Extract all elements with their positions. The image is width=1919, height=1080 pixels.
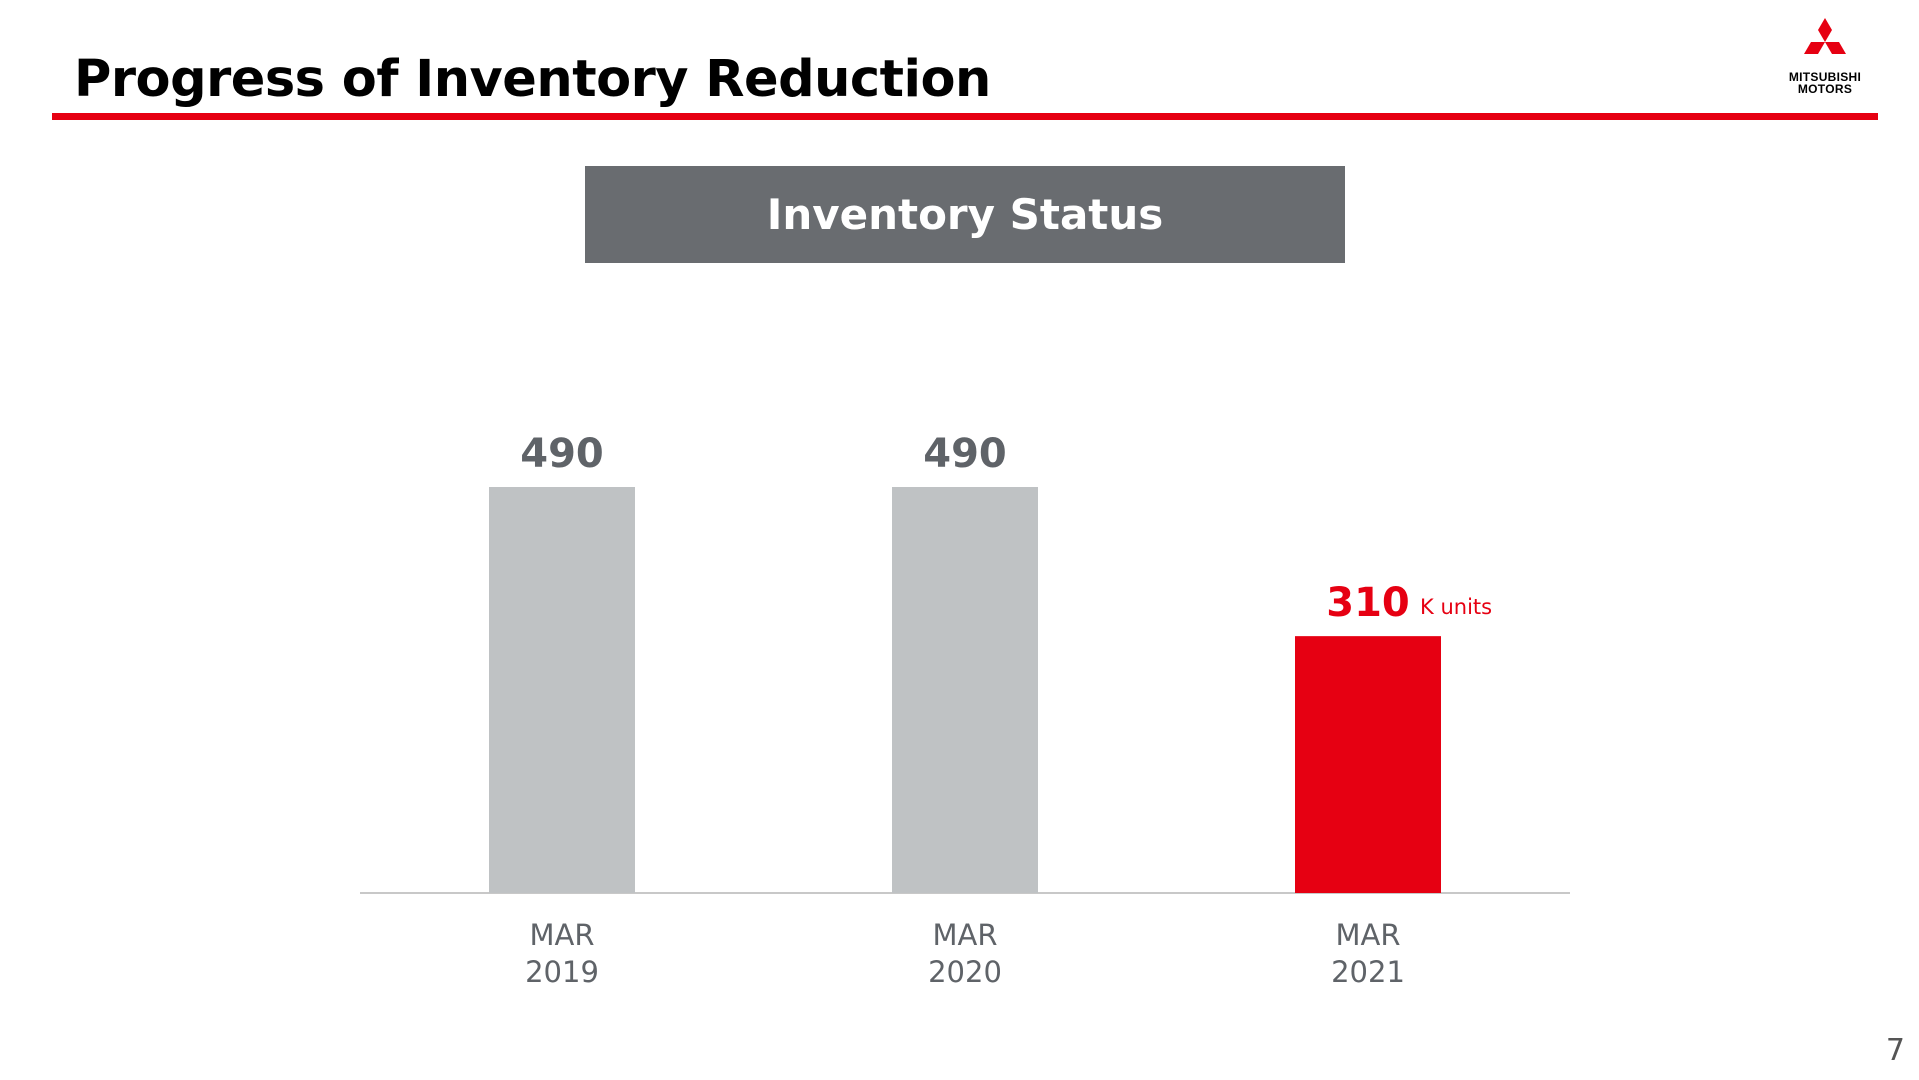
bar-2 bbox=[892, 487, 1038, 893]
x-tick-label-3: MAR 2021 bbox=[1331, 918, 1405, 989]
x-tick-label-line: MAR bbox=[1335, 918, 1400, 952]
unit-label: K units bbox=[1420, 595, 1492, 619]
chart-header-box: Inventory Status bbox=[585, 166, 1345, 263]
bar-3 bbox=[1295, 636, 1441, 893]
x-tick-label-line: MAR bbox=[529, 918, 594, 952]
title-underline bbox=[52, 113, 1878, 120]
x-tick-label-line: 2020 bbox=[928, 955, 1002, 989]
three-diamond-icon bbox=[1804, 18, 1846, 54]
x-tick-label-2: MAR 2020 bbox=[928, 918, 1002, 989]
x-tick-label-line: MAR bbox=[932, 918, 997, 952]
x-tick-label-line: 2019 bbox=[525, 955, 599, 989]
page-title: Progress of Inventory Reduction bbox=[74, 50, 991, 109]
company-logo: MITSUBISHI MOTORS bbox=[1775, 18, 1875, 100]
x-tick-label-1: MAR 2019 bbox=[525, 918, 599, 989]
x-tick-label-line: 2021 bbox=[1331, 955, 1405, 989]
logo-text-line2: MOTORS bbox=[1797, 82, 1853, 96]
page-number: 7 bbox=[1885, 1033, 1905, 1068]
data-label-2: 490 bbox=[923, 431, 1007, 477]
data-label-1: 490 bbox=[520, 431, 604, 477]
logo-text-line1: MITSUBISHI bbox=[1788, 70, 1862, 84]
chart-header-label: Inventory Status bbox=[766, 190, 1164, 239]
data-label-3: 310 bbox=[1326, 580, 1410, 626]
bar-1 bbox=[489, 487, 635, 893]
